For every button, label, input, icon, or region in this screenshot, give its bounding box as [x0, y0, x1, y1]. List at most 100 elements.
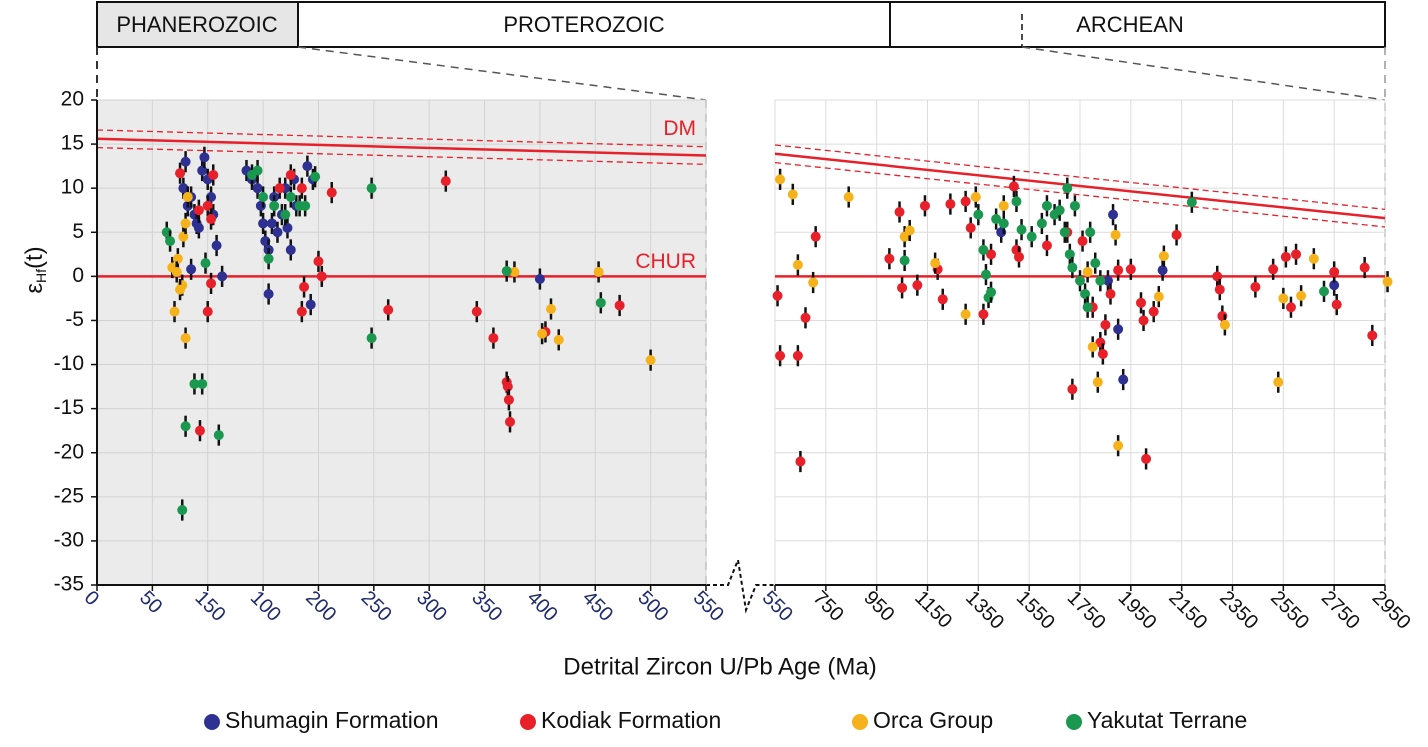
point — [180, 333, 191, 344]
point — [1095, 275, 1106, 286]
point — [919, 200, 930, 211]
point — [1219, 319, 1230, 330]
point — [553, 334, 564, 345]
point — [217, 271, 228, 282]
x-tick-label: 450 — [578, 587, 617, 626]
point — [595, 297, 606, 308]
point — [175, 168, 186, 179]
x-tick-label: 50 — [135, 587, 166, 618]
point — [180, 156, 191, 167]
x-tick-label: 250 — [357, 587, 396, 626]
x-axis-label: Detrital Zircon U/Pb Age (Ma) — [563, 653, 876, 680]
point — [1319, 286, 1329, 297]
point — [537, 328, 548, 339]
point — [978, 309, 989, 320]
point — [1308, 253, 1319, 264]
point — [1080, 289, 1091, 299]
point — [998, 200, 1009, 211]
zoom-line — [1021, 46, 1386, 101]
point — [1250, 281, 1261, 292]
point — [302, 161, 313, 172]
point — [1113, 265, 1124, 276]
point — [255, 200, 266, 211]
point — [200, 258, 211, 269]
point — [263, 253, 274, 264]
left-panel-bg — [97, 100, 706, 585]
point — [282, 222, 293, 233]
x-tick-label: 300 — [412, 587, 451, 626]
point — [206, 214, 217, 225]
x-tick-label: 200 — [301, 587, 340, 626]
zoom-line — [297, 46, 707, 101]
point — [1273, 377, 1284, 388]
legend-label: Kodiak Formation — [541, 707, 721, 733]
y-label-subscript: Hf — [33, 269, 49, 283]
x-tick-label: 1950 — [1114, 587, 1161, 634]
point — [973, 209, 984, 220]
point — [1059, 227, 1070, 238]
point — [1291, 249, 1302, 260]
point — [1153, 291, 1164, 302]
point — [189, 378, 200, 389]
point — [1141, 453, 1152, 464]
x-tick-label: 500 — [633, 587, 672, 626]
point — [266, 218, 277, 229]
point — [614, 300, 625, 311]
point — [1158, 251, 1169, 262]
point — [775, 350, 786, 361]
point — [1036, 218, 1047, 229]
point — [177, 505, 188, 516]
dm-band — [774, 161, 1386, 228]
x-tick-label: 550 — [758, 587, 797, 626]
point — [810, 231, 821, 242]
chur-label: CHUR — [635, 250, 696, 273]
legend-label: Yakutat Terrane — [1087, 707, 1247, 733]
point — [1100, 319, 1111, 330]
y-tick-label: -5 — [65, 308, 84, 331]
point — [1278, 293, 1289, 304]
point — [772, 290, 783, 301]
x-tick-label: 1150 — [910, 587, 956, 633]
era-bar — [96, 1, 1386, 48]
point — [502, 381, 513, 392]
y-tick-label: 15 — [61, 132, 84, 155]
point — [1016, 224, 1027, 235]
point — [208, 169, 219, 180]
x-tick-label: 1350 — [961, 587, 1008, 634]
point — [300, 200, 311, 211]
point — [178, 231, 189, 242]
point — [1157, 265, 1168, 276]
x-tick-label: 2950 — [1368, 587, 1415, 634]
axis-break — [706, 556, 775, 614]
point — [505, 416, 516, 427]
point — [1082, 302, 1093, 313]
point — [197, 378, 208, 389]
y-tick-label: -30 — [54, 528, 84, 551]
point — [1113, 324, 1124, 335]
point — [171, 266, 182, 277]
point — [1367, 330, 1378, 341]
y-tick-label: 10 — [61, 176, 84, 199]
point — [912, 280, 923, 291]
era-label: PHANEROZOIC — [116, 12, 277, 37]
legend-marker — [852, 714, 868, 730]
point — [1026, 231, 1037, 242]
point — [1136, 297, 1146, 308]
y-tick-label: 5 — [72, 220, 84, 243]
legend-label: Shumagin Formation — [225, 707, 439, 733]
point — [1268, 264, 1279, 275]
point — [1054, 205, 1065, 216]
point — [1082, 266, 1093, 277]
point — [1382, 276, 1393, 287]
point — [1186, 197, 1197, 208]
point — [894, 206, 905, 217]
point — [263, 289, 274, 299]
era-label: ARCHEAN — [1076, 12, 1184, 37]
point — [1113, 440, 1124, 451]
point — [313, 256, 324, 267]
point — [509, 266, 520, 277]
point — [978, 244, 989, 255]
point — [998, 218, 1009, 229]
point — [1296, 290, 1307, 301]
point — [800, 312, 811, 323]
